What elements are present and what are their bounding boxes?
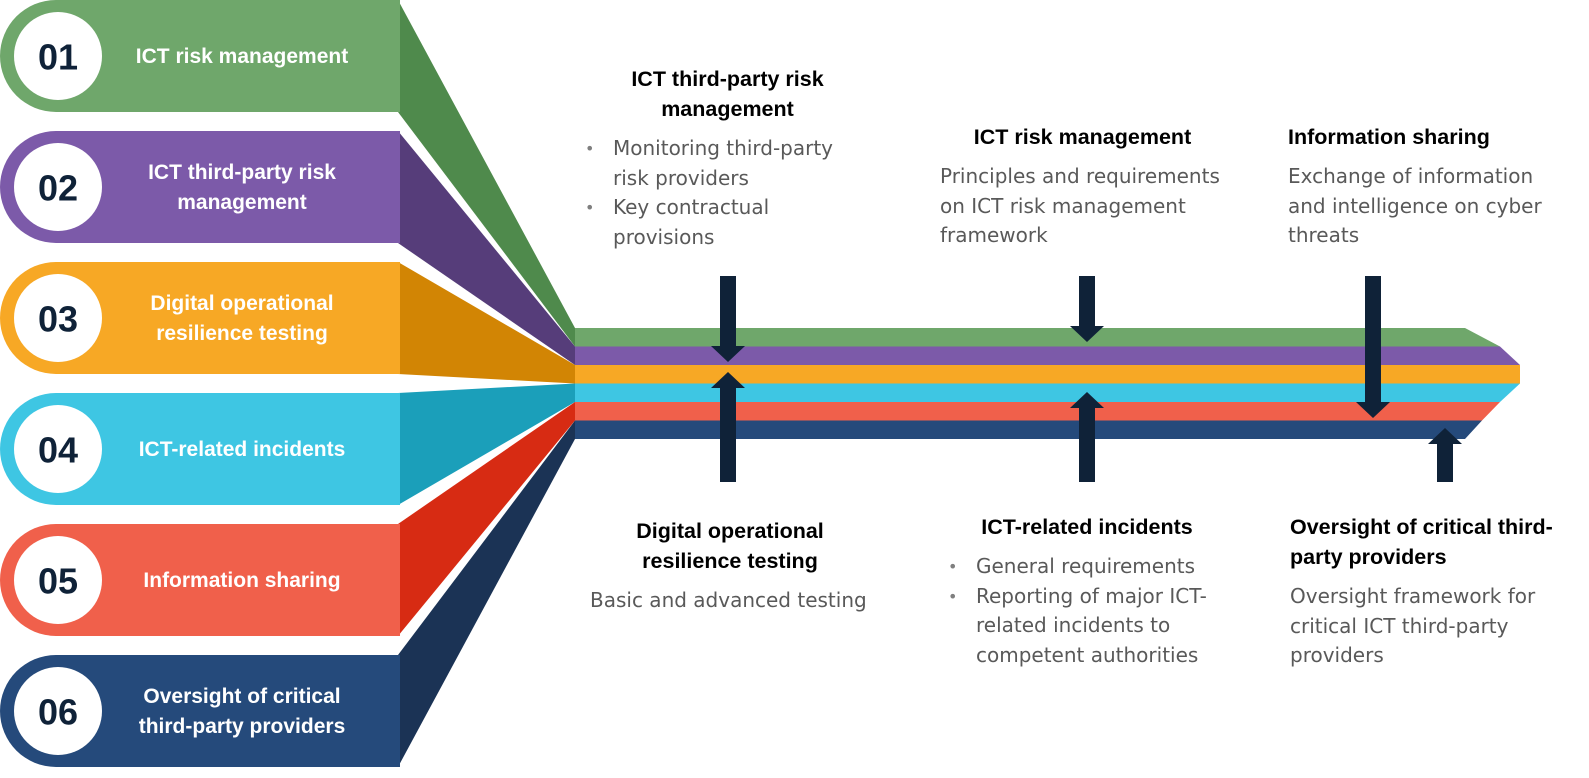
up-arrow-icon <box>1428 428 1462 482</box>
block-risk-management: ICT risk management Principles and requi… <box>940 122 1225 251</box>
pillar-06: 06 Oversight of critical third-party provi… <box>0 655 400 767</box>
arrow-stripe <box>575 420 1482 439</box>
bullet-item: Key contractual provisions <box>585 193 870 252</box>
down-arrow-icon <box>1070 276 1104 342</box>
down-arrow-icon <box>711 276 745 362</box>
pillar-05: 05 Information sharing <box>0 524 400 636</box>
pillar-label: management <box>177 191 307 214</box>
pillar-band <box>0 655 400 767</box>
block-text: Exchange of information and intelligence… <box>1288 164 1542 247</box>
pillar-number: 05 <box>38 561 78 602</box>
arrow-stripe <box>575 346 1520 365</box>
pillar-number: 04 <box>38 430 78 471</box>
number-circle <box>14 274 102 362</box>
pillar-list: 01 ICT risk management 02 ICT third-party r… <box>0 0 400 767</box>
arrow-stripe <box>575 383 1520 402</box>
funnel-01 <box>398 0 575 347</box>
pillar-band <box>0 524 400 636</box>
pillar-number: 01 <box>38 37 78 78</box>
pillar-band <box>0 393 400 505</box>
number-circle <box>14 667 102 755</box>
connector-arrows <box>711 276 1462 482</box>
block-ict-incidents: ICT-related incidents General requiremen… <box>948 512 1226 670</box>
funnel-shapes <box>398 0 575 767</box>
block-information-sharing: Information sharing Exchange of informat… <box>1288 122 1558 251</box>
block-title: ICT risk management <box>973 125 1192 149</box>
pillar-band <box>0 131 400 243</box>
pillar-label: Information sharing <box>143 569 340 592</box>
bullet-item: Reporting of major ICT-related incidents… <box>948 582 1226 671</box>
up-arrow-icon <box>1070 392 1104 482</box>
pillar-04: 04 ICT-related incidents <box>0 393 400 505</box>
arrow-stripe <box>575 365 1520 384</box>
bullet-list: General requirements Reporting of major … <box>948 552 1226 670</box>
block-resilience-testing: Digital operational resilience testing B… <box>590 516 870 616</box>
pillar-number: 02 <box>38 168 78 209</box>
block-title: Information sharing <box>1288 125 1490 149</box>
block-title: Digital operational resilience testing <box>636 519 824 573</box>
block-text: Basic and advanced testing <box>590 588 867 612</box>
pillar-band <box>0 0 400 112</box>
bullet-item: Monitoring third-party risk providers <box>585 134 870 193</box>
arrow-stripe <box>575 402 1500 421</box>
down-arrow-icon <box>1356 276 1390 418</box>
number-circle <box>14 143 102 231</box>
block-text: Principles and requirements on ICT risk … <box>940 164 1220 247</box>
up-arrow-icon <box>711 372 745 482</box>
pillar-number: 03 <box>38 299 78 340</box>
number-circle <box>14 405 102 493</box>
pillar-label: Oversight of critical <box>143 685 340 708</box>
pillar-label: Digital operational <box>150 292 333 315</box>
bullet-list: Monitoring third-party risk providers Ke… <box>585 134 870 252</box>
pillar-label: ICT third-party risk <box>148 161 336 184</box>
funnel-05 <box>398 402 575 636</box>
pillar-01: 01 ICT risk management <box>0 0 400 112</box>
pillar-label: third-party providers <box>139 715 346 738</box>
block-title: Oversight of critical third-party provid… <box>1290 515 1553 569</box>
pillar-02: 02 ICT third-party risk management <box>0 131 400 243</box>
number-circle <box>14 536 102 624</box>
block-third-party-risk: ICT third-party risk management Monitori… <box>585 64 870 252</box>
block-title: ICT third-party risk management <box>631 67 824 121</box>
arrow-stripe <box>575 328 1500 347</box>
pillar-label: resilience testing <box>156 322 328 345</box>
combined-arrow <box>575 328 1520 439</box>
number-circle <box>14 12 102 100</box>
pillar-label: ICT risk management <box>136 45 348 68</box>
pillar-band <box>0 262 400 374</box>
pillar-03: 03 Digital operational resilience testing <box>0 262 400 374</box>
pillar-label: ICT-related incidents <box>139 438 346 461</box>
funnel-04 <box>398 383 575 505</box>
bullet-item: General requirements <box>948 552 1226 582</box>
block-oversight: Oversight of critical third-party provid… <box>1290 512 1560 671</box>
funnel-03 <box>398 262 575 384</box>
pillar-number: 06 <box>38 692 78 733</box>
block-title: ICT-related incidents <box>981 515 1193 539</box>
funnel-02 <box>398 131 575 365</box>
block-text: Oversight framework for critical ICT thi… <box>1290 584 1536 667</box>
funnel-06 <box>398 420 575 767</box>
